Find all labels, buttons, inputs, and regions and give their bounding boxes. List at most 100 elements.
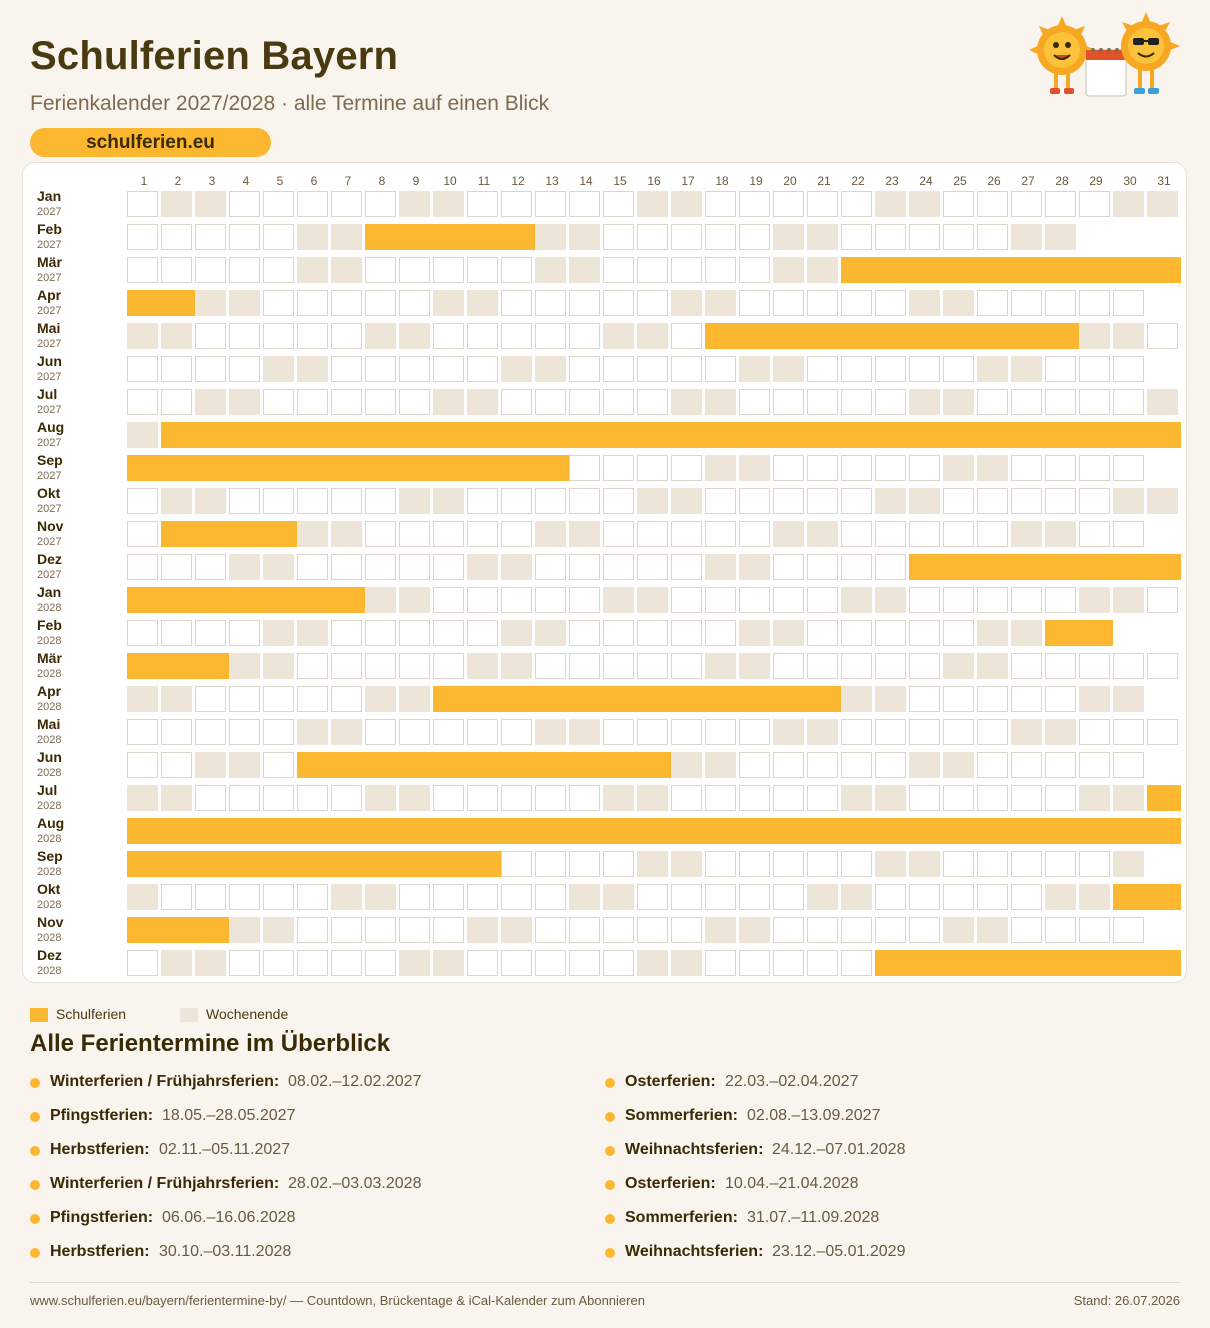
day-cell-weekend [535, 356, 566, 382]
page-subtitle: Ferienkalender 2027/2028 · alle Termine … [30, 92, 550, 115]
day-cell-holiday [739, 323, 773, 349]
day-cell [1045, 851, 1076, 877]
day-cell [1079, 719, 1110, 745]
day-cell [569, 323, 600, 349]
day-cell-holiday [569, 818, 603, 844]
overview-title: Alle Ferientermine im Überblick [30, 1030, 391, 1057]
day-cell [909, 884, 940, 910]
day-cell [195, 785, 226, 811]
day-cell-weekend [705, 752, 736, 778]
day-cell [909, 356, 940, 382]
month-label: Aug [37, 815, 65, 831]
day-cell-weekend [977, 455, 1008, 481]
day-cell [977, 785, 1008, 811]
day-cell [705, 224, 736, 250]
day-cell-weekend [297, 224, 328, 250]
day-cell-weekend [909, 389, 940, 415]
term-name: Osterferien: [625, 1073, 716, 1090]
day-cell [977, 686, 1008, 712]
day-cell [501, 851, 532, 877]
day-cell [705, 785, 736, 811]
day-cell [841, 752, 872, 778]
day-cell [535, 653, 566, 679]
day-cell [807, 290, 838, 316]
day-cell-holiday [807, 323, 841, 349]
day-cell-holiday [875, 323, 909, 349]
day-cell [365, 191, 396, 217]
day-cell [603, 290, 634, 316]
day-cell-weekend [467, 554, 498, 580]
day-cell-weekend [399, 191, 430, 217]
day-cell [569, 290, 600, 316]
day-header: 31 [1157, 174, 1171, 188]
day-cell-weekend [263, 554, 294, 580]
day-cell [1147, 587, 1178, 613]
term-dates: 23.12.–05.01.2029 [772, 1243, 906, 1260]
day-cell-holiday [603, 752, 637, 778]
day-cell-holiday [161, 851, 195, 877]
day-cell-weekend [977, 653, 1008, 679]
day-cell-holiday [535, 422, 569, 448]
day-cell-holiday [1113, 884, 1147, 910]
day-cell [263, 389, 294, 415]
month-year: 2028 [37, 734, 62, 746]
day-cell-weekend [569, 257, 600, 283]
term-dates: 30.10.–03.11.2028 [159, 1243, 292, 1260]
day-cell [909, 587, 940, 613]
site-link-pill[interactable]: schulferien.eu [30, 128, 271, 157]
day-cell-weekend [1113, 785, 1144, 811]
day-cell-weekend [161, 785, 192, 811]
month-label: Sep [37, 848, 63, 864]
day-cell [1045, 785, 1076, 811]
month-year: 2028 [37, 932, 62, 944]
day-cell-holiday [1079, 620, 1113, 646]
day-cell [1113, 653, 1144, 679]
footer-link[interactable]: www.schulferien.eu/bayern/ferientermine-… [30, 1293, 645, 1308]
day-cell-holiday [195, 587, 229, 613]
day-cell-weekend [739, 917, 770, 943]
day-cell-weekend [195, 752, 226, 778]
day-cell-holiday [977, 422, 1011, 448]
day-cell [433, 257, 464, 283]
day-cell-holiday [229, 851, 263, 877]
day-cell-holiday [943, 257, 977, 283]
day-cell [365, 290, 396, 316]
day-cell-holiday [195, 851, 229, 877]
day-cell [501, 587, 532, 613]
day-cell-holiday [739, 818, 773, 844]
day-cell-weekend [1113, 191, 1144, 217]
day-cell-holiday [671, 818, 705, 844]
day-cell-weekend [807, 521, 838, 547]
month-label: Mai [37, 716, 61, 732]
day-cell [229, 488, 260, 514]
day-cell [1113, 752, 1144, 778]
month-year: 2028 [37, 602, 62, 614]
day-header: 29 [1089, 174, 1103, 188]
day-cell [263, 752, 294, 778]
day-cell [671, 785, 702, 811]
day-cell-holiday [127, 851, 161, 877]
day-cell-holiday [467, 818, 501, 844]
day-cell-weekend [399, 785, 430, 811]
day-cell [399, 257, 430, 283]
day-cell-weekend [807, 719, 838, 745]
day-cell-holiday [569, 686, 603, 712]
day-cell-weekend [195, 389, 226, 415]
day-cell-weekend [569, 521, 600, 547]
day-cell [399, 917, 430, 943]
day-cell-holiday [399, 752, 433, 778]
day-cell-weekend [637, 785, 668, 811]
day-cell [705, 851, 736, 877]
day-cell-holiday [977, 554, 1011, 580]
day-cell-weekend [399, 488, 430, 514]
day-cell-holiday [1079, 818, 1113, 844]
day-cell [1079, 851, 1110, 877]
day-cell-weekend [739, 653, 770, 679]
day-cell [433, 620, 464, 646]
day-cell-weekend [297, 356, 328, 382]
day-cell [535, 554, 566, 580]
day-cell [671, 554, 702, 580]
day-cell-weekend [229, 389, 260, 415]
day-cell [841, 224, 872, 250]
day-cell [1011, 488, 1042, 514]
